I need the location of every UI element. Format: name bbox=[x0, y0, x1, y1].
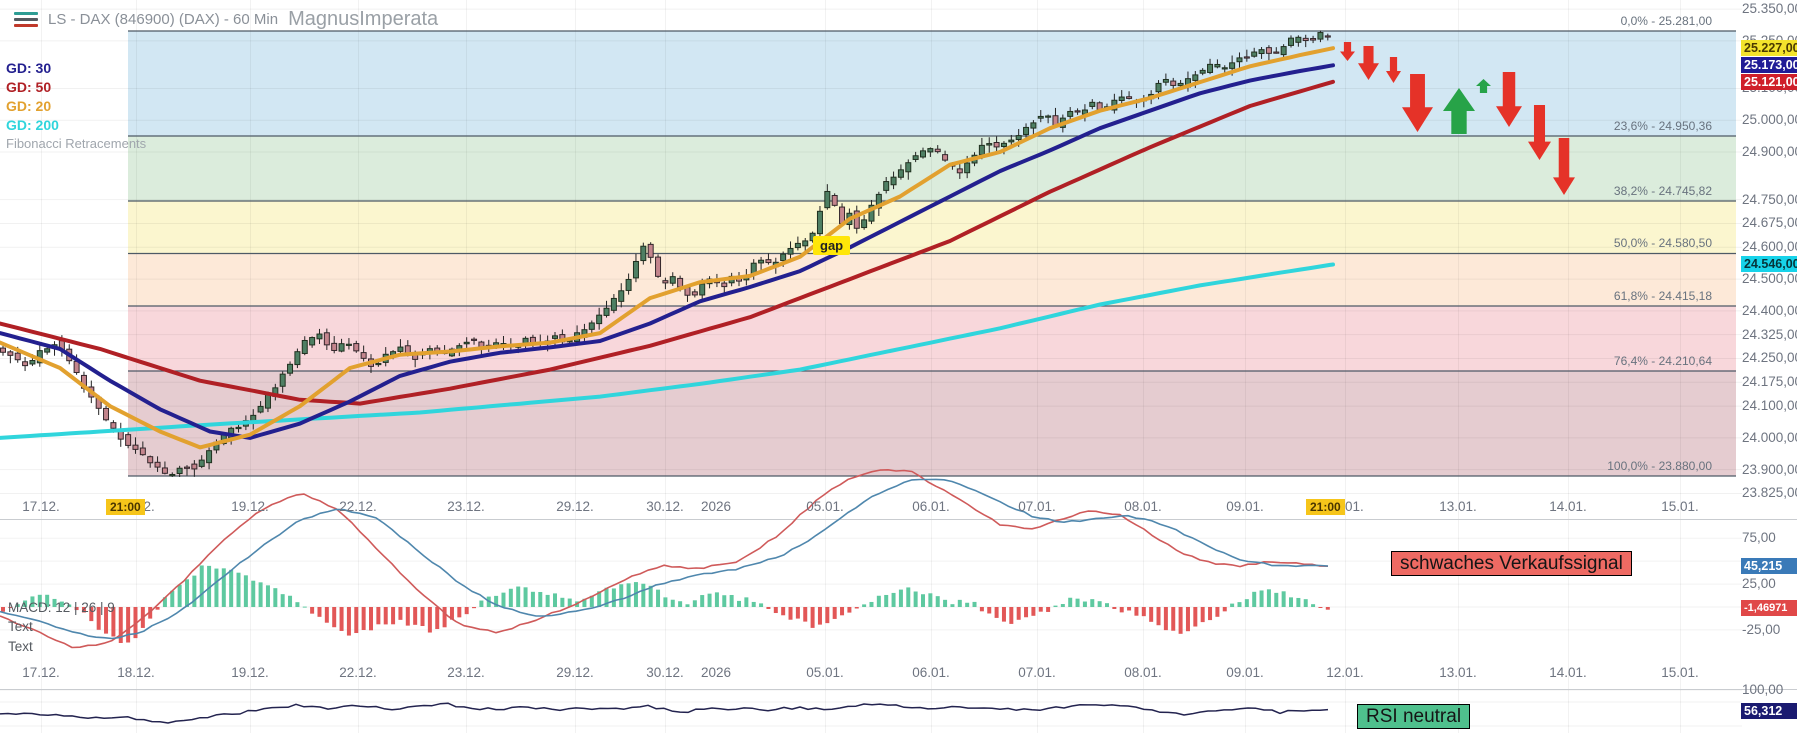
arrow-down-annotation[interactable] bbox=[1496, 72, 1522, 127]
price-axis-label: 25.350,00 bbox=[1742, 1, 1797, 17]
fibonacci-level-label: 61,8% - 24.415,18 bbox=[1613, 289, 1712, 303]
price-axis-label: 24.750,00 bbox=[1742, 191, 1797, 207]
date-axis-label: 06.01. bbox=[912, 499, 950, 514]
fibonacci-legend-label: Fibonacci Retracements bbox=[6, 136, 147, 151]
price-axis-label: 25.000,00 bbox=[1742, 112, 1797, 128]
arrow-down-annotation[interactable] bbox=[1528, 105, 1551, 160]
price-axis-label: 24.600,00 bbox=[1742, 239, 1797, 255]
date-axis-label-macd: 18.12. bbox=[117, 665, 155, 680]
date-axis-label-macd: 05.01. bbox=[806, 665, 844, 680]
date-axis-label-macd: 17.12. bbox=[22, 665, 60, 680]
fibonacci-level-label: 76,4% - 24.210,64 bbox=[1613, 353, 1712, 368]
price-axis-label: 24.100,00 bbox=[1742, 398, 1797, 414]
fibonacci-level-label: 50,0% - 24.580,50 bbox=[1613, 236, 1712, 251]
date-axis-label: 08.01. bbox=[1124, 499, 1162, 514]
date-axis-label: 07.01. bbox=[1018, 499, 1056, 514]
menu-hamburger-icon[interactable] bbox=[14, 12, 38, 27]
date-axis-label-macd: 08.01. bbox=[1124, 665, 1162, 680]
legend-item-gdgdgdgd200[interactable]: GD: 200 bbox=[6, 117, 59, 133]
price-axis-label: 24.500,00 bbox=[1742, 271, 1797, 287]
legend-item-gdgdgdgd50[interactable]: GD: 50 bbox=[6, 79, 52, 95]
date-axis-label-macd: 29.12. bbox=[556, 665, 594, 680]
gd20-value-badge: 25.227,00 bbox=[1741, 40, 1797, 57]
price-axis-label: 23.900,00 bbox=[1742, 461, 1797, 477]
date-axis-label-macd: 15.01. bbox=[1661, 665, 1699, 680]
fibonacci-level-label: 100,0% - 23.880,00 bbox=[1607, 458, 1712, 473]
rsi-axis-label: 100,00 bbox=[1742, 682, 1784, 697]
date-axis-label: 14.01. bbox=[1549, 499, 1587, 514]
price-axis-label: 23.825,00 bbox=[1742, 485, 1797, 501]
price-axis-label: 24.250,00 bbox=[1742, 350, 1797, 366]
date-axis-label-macd: 19.12. bbox=[231, 665, 269, 680]
macd-sell-signal-badge[interactable]: schwaches Verkaufssignal bbox=[1391, 551, 1632, 576]
fibonacci-level-label: 38,2% - 24.745,82 bbox=[1613, 183, 1712, 198]
date-axis-label: 15.01. bbox=[1661, 499, 1699, 514]
macd-axis-label: -25,00 bbox=[1742, 621, 1781, 637]
gd30-value-badge: 25.173,00 bbox=[1741, 57, 1797, 74]
arrow-up-annotation[interactable] bbox=[1476, 79, 1491, 93]
price-axis-label: 24.000,00 bbox=[1742, 429, 1797, 445]
fib-anchor-time-badge: 21:00 bbox=[106, 499, 145, 515]
legend-item-gdgdgdgd20[interactable]: GD: 20 bbox=[6, 98, 52, 114]
macd-value-badge: 45,215 bbox=[1741, 557, 1797, 574]
chart-titlebar: LS - DAX (846900) (DAX) - 60 Min MagnusI… bbox=[14, 8, 438, 31]
fibonacci-level-label: 23,6% - 24.950,36 bbox=[1613, 119, 1712, 134]
price-axis-label: 24.675,00 bbox=[1742, 215, 1797, 231]
date-axis-label: 05.01. bbox=[806, 499, 844, 514]
rsi-neutral-badge[interactable]: RSI neutral bbox=[1357, 704, 1471, 729]
gap-annotation[interactable]: gap bbox=[813, 236, 851, 255]
date-axis-label-macd: 14.01. bbox=[1549, 665, 1587, 680]
date-axis-label-macd: 12.01. bbox=[1326, 665, 1364, 680]
arrow-down-annotation[interactable] bbox=[1358, 46, 1379, 80]
macd-axis-label: 75,00 bbox=[1742, 530, 1776, 546]
price-axis-label: 24.400,00 bbox=[1742, 302, 1797, 318]
date-axis-label: 17.12. bbox=[22, 499, 60, 514]
fib-anchor-time-badge: 21:00 bbox=[1306, 499, 1345, 515]
rsi-value-badge: 56,312 bbox=[1741, 702, 1797, 719]
gd200-value-badge: 24.546,00 bbox=[1741, 256, 1797, 273]
fibonacci-level-label: 0,0% - 25.281,00 bbox=[1620, 14, 1712, 28]
price-axis-label: 24.175,00 bbox=[1742, 374, 1797, 390]
arrow-down-annotation[interactable] bbox=[1386, 57, 1401, 83]
date-axis-label-macd: 22.12. bbox=[339, 665, 377, 680]
macd-parameters-label: MACD: 12 | 26 | 9 bbox=[8, 600, 115, 615]
macd-axis-label: 25,00 bbox=[1742, 576, 1776, 592]
arrow-down-annotation[interactable] bbox=[1402, 74, 1433, 132]
arrow-up-annotation[interactable] bbox=[1443, 88, 1475, 134]
date-axis-label: 29.12. bbox=[556, 499, 594, 514]
date-axis-label: 09.01. bbox=[1226, 499, 1264, 514]
date-axis-label-macd: 07.01. bbox=[1018, 665, 1056, 680]
date-axis-label: 22.12. bbox=[339, 499, 377, 514]
date-axis-label: 13.01. bbox=[1439, 499, 1477, 514]
price-axis-label: 24.325,00 bbox=[1742, 326, 1797, 342]
date-axis-label-macd: 30.12. bbox=[646, 665, 684, 680]
legend-item-gdgdgdgd30[interactable]: GD: 30 bbox=[6, 60, 52, 76]
chart-title: LS - DAX (846900) (DAX) - 60 Min bbox=[48, 11, 279, 28]
gd50-value-badge: 25.121,00 bbox=[1741, 73, 1797, 90]
date-axis-label: 2026 bbox=[700, 499, 732, 514]
date-axis-label-macd: 13.01. bbox=[1439, 665, 1477, 680]
date-axis-label-macd: 23.12. bbox=[447, 665, 485, 680]
macd-hist-badge: -1,46971 bbox=[1741, 600, 1797, 617]
arrow-down-annotation[interactable] bbox=[1553, 138, 1575, 195]
price-axis-label: 24.900,00 bbox=[1742, 144, 1797, 160]
date-axis-label-macd: 2026 bbox=[700, 665, 732, 680]
date-axis-label-macd: 09.01. bbox=[1226, 665, 1264, 680]
date-axis-label: 23.12. bbox=[447, 499, 485, 514]
macd-text-annotation-2[interactable]: Text bbox=[8, 639, 33, 654]
macd-text-annotation-1[interactable]: Text bbox=[8, 619, 33, 634]
date-axis-label: 19.12. bbox=[231, 499, 269, 514]
arrow-down-annotation[interactable] bbox=[1340, 42, 1355, 61]
date-axis-label-macd: 06.01. bbox=[912, 665, 950, 680]
watermark-brand: MagnusImperata bbox=[288, 8, 439, 30]
date-axis-label: 30.12. bbox=[646, 499, 684, 514]
